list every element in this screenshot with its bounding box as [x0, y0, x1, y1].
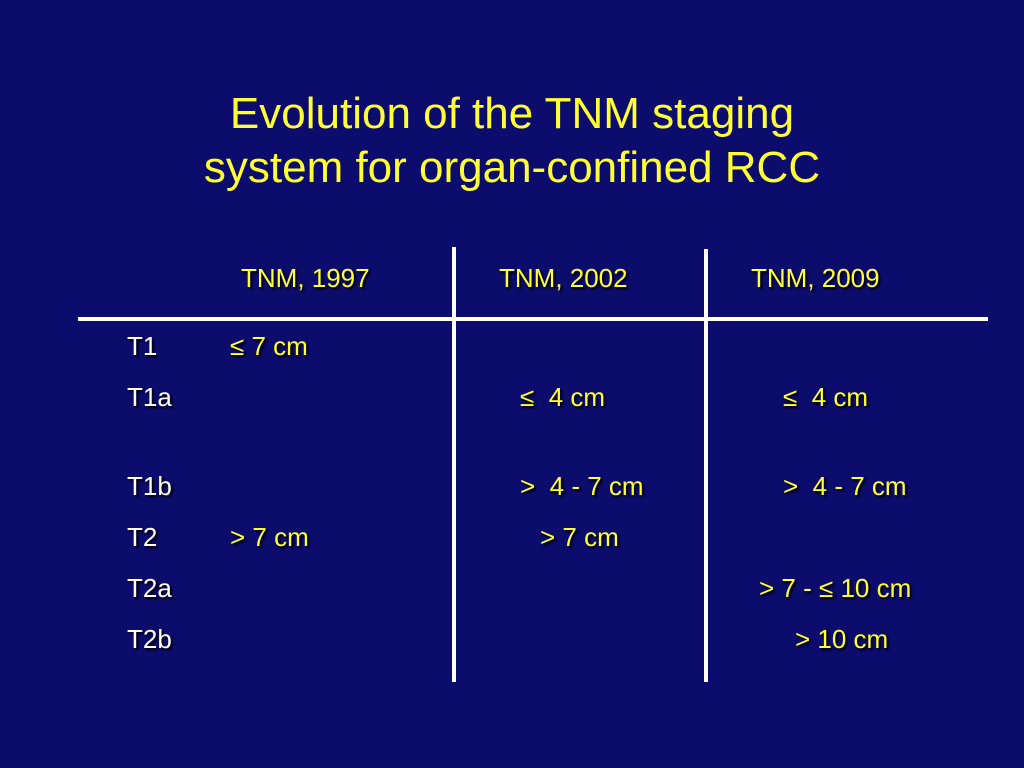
cell-t1-1997: ≤ 7 cm — [230, 331, 308, 361]
cell-t1a-2009: ≤ 4 cm — [783, 382, 869, 412]
cell-t1b-2002: > 4 - 7 cm — [520, 471, 644, 501]
title-line-1: Evolution of the TNM staging — [229, 89, 795, 139]
header-divider — [78, 317, 988, 321]
header-tnm-2002: TNM, 2002 — [499, 263, 628, 293]
row-label-t1: T1 — [127, 331, 158, 361]
header-tnm-1997: TNM, 1997 — [241, 263, 370, 293]
cell-t2-1997: > 7 cm — [230, 522, 309, 552]
cell-t1a-2002: ≤ 4 cm — [520, 382, 606, 412]
row-label-t2b: T2b — [127, 624, 172, 654]
column-divider-1 — [452, 247, 456, 682]
row-label-t2: T2 — [127, 522, 158, 552]
cell-t2a-2009: > 7 - ≤ 10 cm — [759, 573, 912, 603]
row-label-t2a: T2a — [127, 573, 172, 603]
slide-title: Evolution of the TNM staging system for … — [0, 87, 1024, 195]
title-line-2: system for organ-confined RCC — [203, 143, 821, 193]
header-tnm-2009: TNM, 2009 — [751, 263, 880, 293]
column-divider-2 — [704, 249, 708, 682]
cell-t2-2002: > 7 cm — [540, 522, 619, 552]
cell-t1b-2009: > 4 - 7 cm — [783, 471, 907, 501]
row-label-t1a: T1a — [127, 382, 172, 412]
cell-t2b-2009: > 10 cm — [795, 624, 889, 654]
row-label-t1b: T1b — [127, 471, 172, 501]
